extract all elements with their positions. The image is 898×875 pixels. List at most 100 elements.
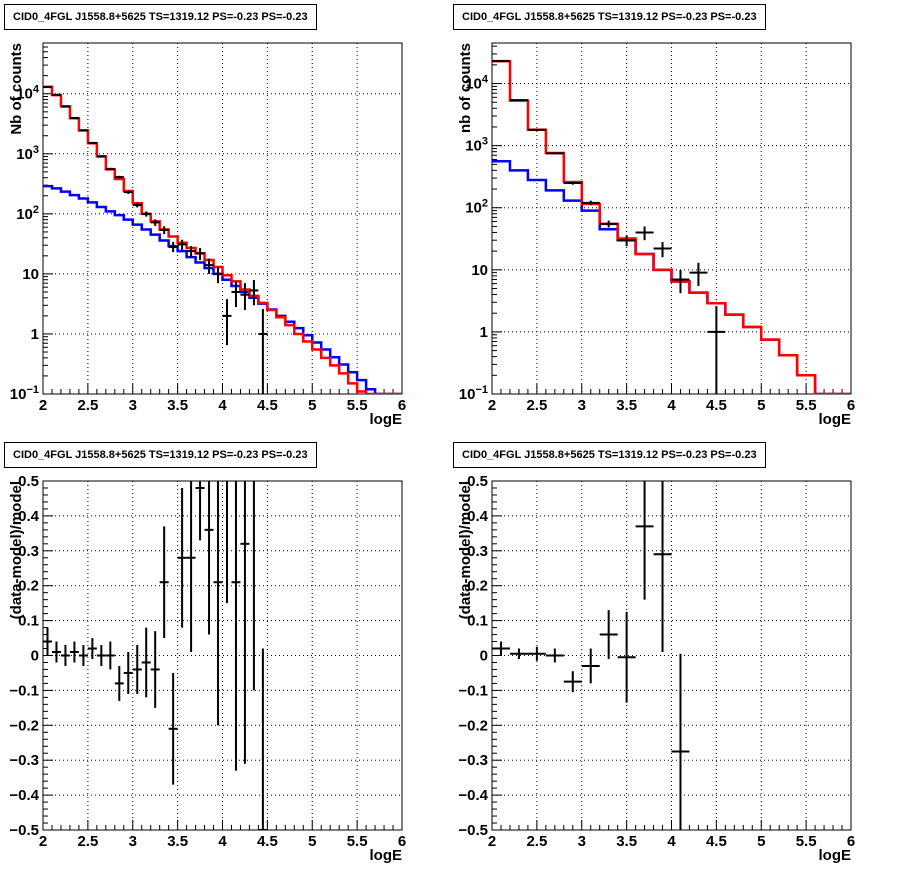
y-tick-label: 10−1 [10,384,39,403]
y-tick-label: 0.4 [18,508,40,525]
x-tick-label: 6 [847,833,855,850]
data-point [114,665,124,701]
y-tick-label: 0.2 [467,578,488,595]
x-tick-label: 5 [757,833,765,850]
y-tick-label: −0.5 [458,822,488,839]
data-point [78,645,88,666]
y-tick-label: 0.2 [18,578,39,595]
data-point [60,105,70,108]
data-point [60,645,70,666]
data-point [653,242,672,258]
y-axis-title: (data-model)/model [8,481,25,619]
y-tick-label: −0.3 [458,752,488,769]
data-point [707,306,726,394]
plot-canvas: 2 2.5 3 3.5 4 4.5 5 5.5 610−1110102103104logENb … [8,42,406,428]
data-point [132,645,142,694]
x-tick-label: 2 [488,397,496,414]
data-point [78,129,88,132]
data-point [195,481,205,541]
data-point [653,481,672,653]
y-tick-base: 10 [465,200,482,217]
data-point [186,246,196,258]
y-tick-label: −0.4 [9,787,39,804]
y-tick-label: 104 [16,84,40,103]
data-point [635,226,654,241]
plot-canvas: 2 2.5 3 3.5 4 4.5 5 5.5 6 −0.5 −0.4 −0.3 −0.2 −0.1 0 0.… [8,473,406,864]
data-point [689,262,708,286]
x-tick-label: 6 [847,397,855,414]
data-point [635,481,654,600]
plot-data [43,85,402,394]
plot-title: CID0_4FGL J1558.8+5625 TS=1319.12 PS=-0.… [4,442,317,468]
y-axis-title: nb of counts [457,43,474,133]
plot-canvas: 2 2.5 3 3.5 4 4.5 5 5.5 6 −0.5 −0.4 −0.3 −0.2 −0.1 0 0.… [457,473,855,864]
y-tick-label: 0.4 [467,508,489,525]
y-tick-label: 0.5 [467,473,488,490]
x-tick-label: 5.5 [796,833,817,850]
plot-data [43,481,268,830]
data-point [123,652,133,694]
data-point [258,309,268,394]
data-point [87,638,97,659]
data-point [150,631,160,708]
data-point [51,93,61,96]
y-tick-base: 10 [465,138,482,155]
data-point [213,481,223,726]
data-point [509,99,528,102]
data-point [168,241,178,253]
x-tick-label: 4 [667,397,676,414]
y-axis-title: Nb of counts [8,43,25,135]
y-tick-label: −0.2 [458,717,488,734]
x-tick-label: 4.5 [706,833,727,850]
x-tick-label: 2.5 [77,833,98,850]
y-tick-label: −0.1 [9,682,39,699]
x-tick-label: 4 [218,397,227,414]
y-tick-base: 10 [16,86,33,103]
data-point [527,646,546,661]
y-tick-label: 0 [480,648,488,665]
y-tick-label: 0 [31,648,39,665]
data-point [69,116,79,119]
y-tick-label: 103 [465,136,488,155]
y-tick-label: 104 [465,74,489,93]
x-tick-label: 4 [667,833,676,850]
y-tick-label: 102 [465,198,488,217]
data-point [545,648,564,663]
data-point [581,648,600,684]
plot-title: CID0_4FGL J1558.8+5625 TS=1319.12 PS=-0.… [453,4,766,30]
counts-plot-right: 2 2.5 3 3.5 4 4.5 5 5.5 6 10−1 1 10 102 103 104 logE nb … [449,0,898,437]
y-tick-base: 10 [16,146,33,163]
y-tick-label: 1 [480,324,488,341]
x-tick-label: 3.5 [616,397,637,414]
y-tick-label: 103 [16,144,39,163]
data-point [132,202,142,208]
y-tick-label: −0.2 [9,717,39,734]
data-point [527,128,546,131]
data-point [186,481,196,653]
y-tick-label: 10−1 [459,384,488,403]
x-tick-label: 4.5 [257,833,278,850]
y-tick-label: 1 [31,326,39,343]
data-point [87,141,97,144]
data-point [563,671,582,693]
x-tick-label: 4 [218,833,227,850]
residual-plot-left: 2 2.5 3 3.5 4 4.5 5 5.5 6 −0.5 −0.4 −0.3 −0.2 −0.1 0 0.… [0,438,449,875]
data-point [225,481,228,604]
plot-title: CID0_4FGL J1558.8+5625 TS=1319.12 PS=-0.… [453,442,766,468]
data-point [509,648,528,659]
data-point [617,235,636,247]
counts-plot-left: 2 2.5 3 3.5 4 4.5 5 5.5 6 10−1 1 10 102 103 104 logE Nb … [0,0,449,437]
y-tick-label: 10 [471,262,488,279]
data-point [96,645,106,666]
x-tick-label: 3 [129,397,137,414]
y-tick-exponent: 4 [482,74,489,86]
data-point [105,641,115,670]
x-tick-label: 3.5 [616,833,637,850]
data-point [240,481,250,764]
x-axis-title: logE [370,411,403,428]
x-axis-title: logE [370,847,403,864]
x-axis-title: logE [819,411,852,428]
y-tick-label: 0.3 [18,543,39,560]
data-point [51,641,61,663]
x-tick-label: 6 [398,397,406,414]
